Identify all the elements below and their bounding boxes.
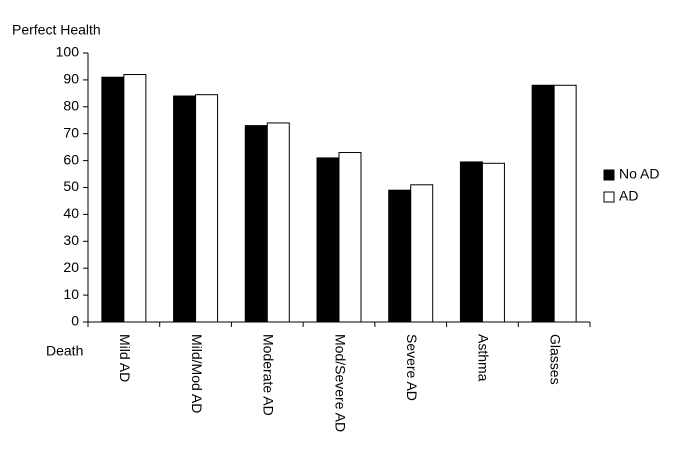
bar <box>531 84 555 323</box>
bar <box>338 152 362 323</box>
legend-swatch <box>603 191 615 203</box>
bar <box>459 161 483 323</box>
y-tick-label: 0 <box>71 313 79 329</box>
y-bottom-label: Death <box>46 343 83 359</box>
legend-swatch <box>603 169 615 181</box>
y-tick-label: 90 <box>63 71 79 87</box>
bar <box>244 125 268 323</box>
x-tick-label: Mild AD <box>117 334 133 382</box>
bar <box>410 184 434 323</box>
bar <box>481 162 505 323</box>
legend-label: No AD <box>619 166 659 182</box>
y-tick-label: 50 <box>63 178 79 194</box>
y-tick-label: 10 <box>63 286 79 302</box>
bar <box>123 74 147 323</box>
bar <box>388 189 412 323</box>
y-tick-label: 80 <box>63 98 79 114</box>
y-tick-label: 40 <box>63 205 79 221</box>
bar <box>553 84 577 323</box>
y-tick-label: 100 <box>56 44 80 60</box>
y-tick-label: 70 <box>63 124 79 140</box>
y-top-label: Perfect Health <box>12 22 101 38</box>
x-tick-label: Mild/Mod AD <box>189 334 205 413</box>
x-tick-label: Glasses <box>547 334 563 385</box>
bar <box>195 94 219 323</box>
x-tick-label: Mod/Severe AD <box>332 334 348 432</box>
y-tick-label: 30 <box>63 232 79 248</box>
y-tick-label: 60 <box>63 151 79 167</box>
x-tick-label: Asthma <box>476 334 492 382</box>
y-tick-label: 20 <box>63 259 79 275</box>
bar <box>266 122 290 323</box>
x-tick-label: Moderate AD <box>261 334 277 416</box>
bar <box>101 76 125 323</box>
bar <box>173 95 197 323</box>
x-tick-label: Severe AD <box>404 334 420 401</box>
legend-label: AD <box>619 188 638 204</box>
bar <box>316 157 340 323</box>
